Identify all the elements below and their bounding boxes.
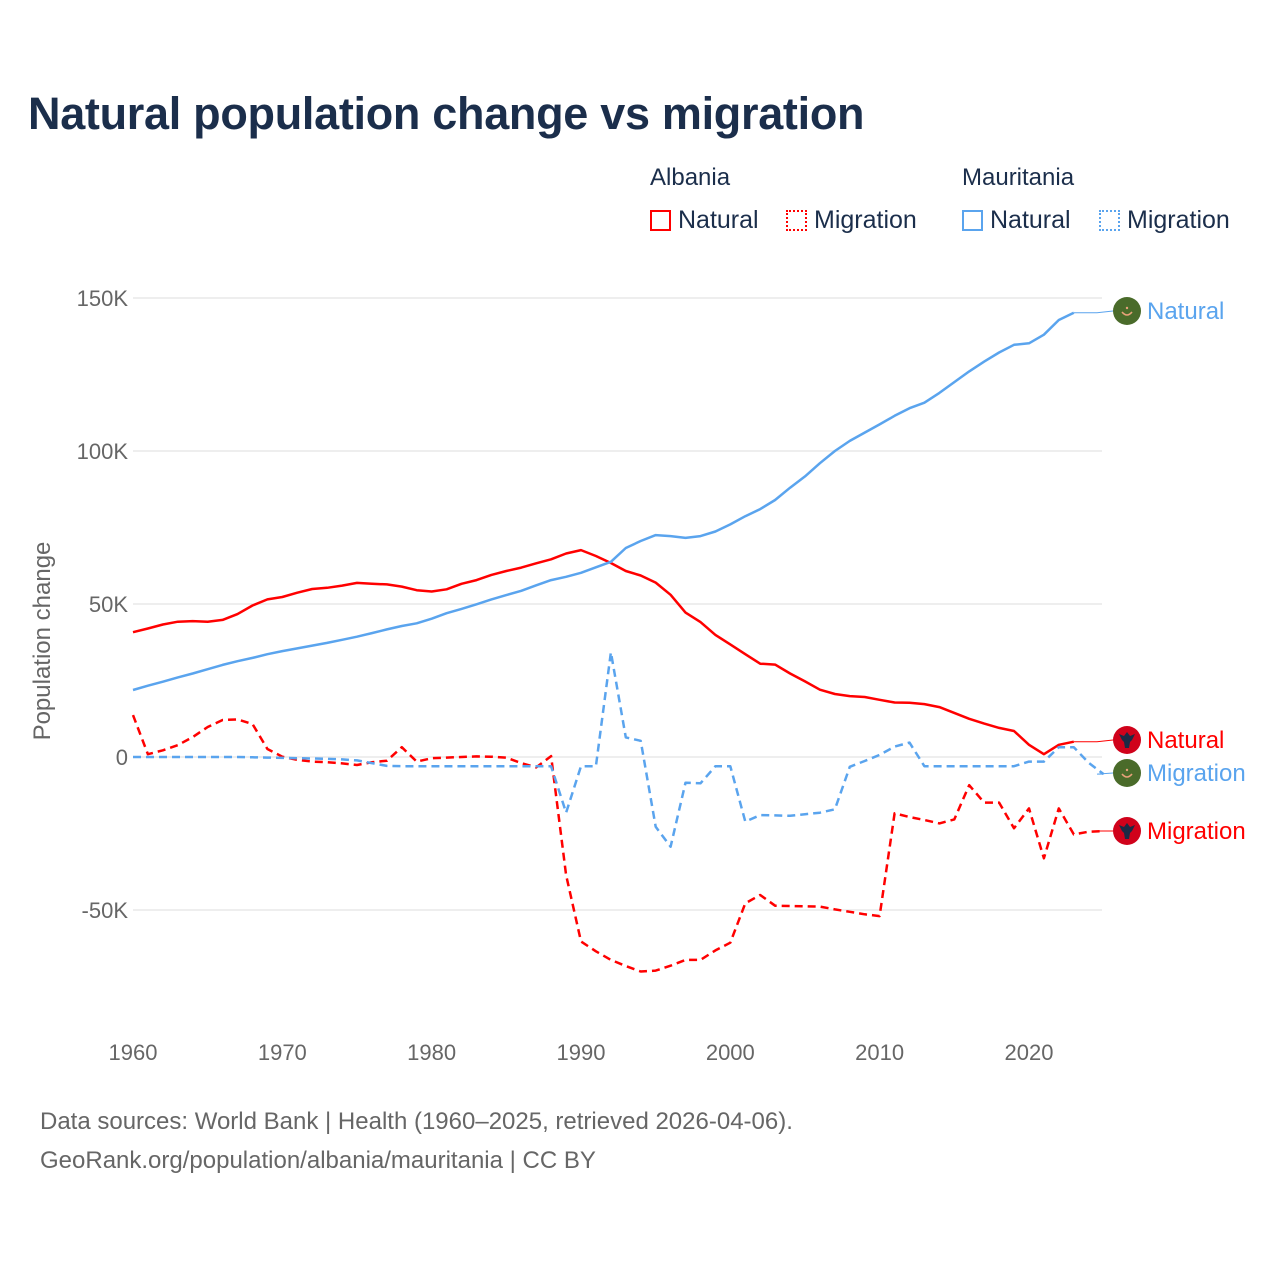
legend-mauritania-migration[interactable]: Migration	[1099, 206, 1230, 235]
x-tick-label: 1990	[557, 1040, 606, 1065]
y-tick-label: 100K	[77, 439, 129, 464]
y-tick-label: -50K	[82, 898, 129, 923]
end-label: Migration	[1147, 818, 1246, 845]
mauritania-flag-icon	[1113, 759, 1141, 787]
y-tick-label: 50K	[89, 592, 128, 617]
x-tick-label: 1960	[109, 1040, 158, 1065]
legend-label: Natural	[990, 206, 1071, 234]
crescent-icon	[1121, 311, 1133, 316]
series-line-albania-natural	[132, 548, 1075, 756]
y-tick-label: 150K	[77, 286, 129, 311]
albania-flag-icon	[1113, 817, 1141, 845]
x-tick-label: 1980	[407, 1040, 456, 1065]
legend-swatch-solid-blue	[962, 210, 983, 231]
legend-group-mauritania: Mauritania	[962, 164, 1075, 191]
series-line-mauritania-natural	[132, 311, 1075, 692]
x-tick-label: 1970	[258, 1040, 307, 1065]
legend-swatch-dotted-red	[786, 210, 807, 231]
eagle-icon	[1119, 732, 1135, 748]
legend-swatch-solid-red	[650, 210, 671, 231]
legend-albania-natural[interactable]: Natural	[650, 206, 759, 235]
legend-albania-migration[interactable]: Migration	[786, 206, 917, 235]
series-line-mauritania-migration	[133, 651, 1105, 848]
flag-circle	[1113, 759, 1141, 787]
albania-flag-icon	[1113, 726, 1141, 754]
star-icon	[1125, 306, 1129, 310]
crescent-icon	[1121, 773, 1133, 778]
label-connector	[1096, 772, 1114, 775]
legend-mauritania-natural[interactable]: Natural	[962, 206, 1071, 235]
legend-label: Migration	[814, 206, 917, 234]
legend-label: Natural	[678, 206, 759, 234]
legend-swatch-dotted-blue	[1099, 210, 1120, 231]
end-label: Migration	[1147, 760, 1246, 787]
y-tick-label: 0	[116, 745, 128, 770]
x-tick-label: 2000	[706, 1040, 755, 1065]
star-icon	[1125, 768, 1129, 772]
footer-attribution[interactable]: GeoRank.org/population/albania/mauritani…	[40, 1147, 596, 1174]
mauritania-flag-icon	[1113, 297, 1141, 325]
y-axis-title: Population change	[29, 542, 56, 741]
x-tick-label: 2020	[1005, 1040, 1054, 1065]
eagle-icon	[1119, 823, 1135, 839]
legend-label: Migration	[1127, 206, 1230, 234]
label-connector	[1073, 310, 1114, 314]
end-label: Natural	[1147, 298, 1224, 325]
chart-title: Natural population change vs migration	[28, 88, 865, 139]
end-label: Natural	[1147, 727, 1224, 754]
label-connector	[1073, 739, 1114, 743]
footer-sources: Data sources: World Bank | Health (1960–…	[40, 1108, 793, 1135]
series-line-albania-migration	[131, 714, 1104, 973]
legend-group-albania: Albania	[650, 164, 731, 191]
x-tick-label: 2010	[855, 1040, 904, 1065]
flag-circle	[1113, 297, 1141, 325]
